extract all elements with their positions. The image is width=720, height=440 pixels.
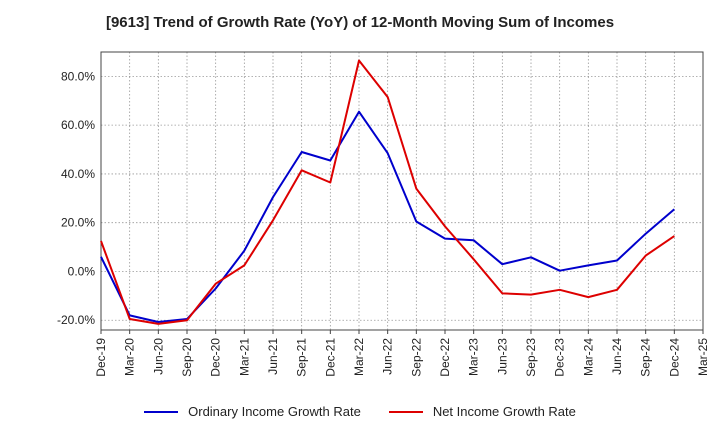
legend-item-net-income: Net Income Growth Rate	[388, 404, 576, 419]
y-tick-label: 20.0%	[61, 216, 95, 230]
legend-label-net-income: Net Income Growth Rate	[432, 404, 576, 419]
y-tick-label: 40.0%	[61, 167, 95, 181]
x-tick-label: Jun-23	[495, 338, 509, 375]
x-tick-label: Sep-21	[295, 338, 309, 377]
x-tick-label: Sep-20	[180, 338, 194, 377]
legend-item-ordinary-income: Ordinary Income Growth Rate	[144, 404, 361, 419]
chart-legend: Ordinary Income Growth Rate Net Income G…	[0, 404, 720, 419]
x-tick-label: Sep-24	[639, 338, 653, 377]
x-tick-label: Mar-23	[467, 338, 481, 376]
x-tick-label: Jun-21	[266, 338, 280, 375]
x-tick-label: Dec-20	[209, 338, 223, 377]
x-tick-label: Sep-22	[409, 338, 423, 377]
y-tick-label: 60.0%	[61, 118, 95, 132]
legend-swatch-net-income	[388, 410, 423, 413]
x-tick-label: Dec-22	[438, 338, 452, 377]
x-tick-label: Mar-25	[696, 338, 710, 376]
x-tick-label: Mar-22	[352, 338, 366, 376]
x-tick-label: Mar-24	[581, 338, 595, 376]
x-tick-label: Mar-21	[237, 338, 251, 376]
x-tick-label: Dec-24	[667, 338, 681, 377]
x-tick-label: Jun-24	[610, 338, 624, 375]
y-tick-label: 0.0%	[68, 264, 96, 278]
x-tick-label: Mar-20	[123, 338, 137, 376]
legend-swatch-ordinary-income	[144, 410, 179, 413]
legend-label-ordinary-income: Ordinary Income Growth Rate	[188, 404, 361, 419]
chart-title: [9613] Trend of Growth Rate (YoY) of 12-…	[105, 14, 615, 31]
x-tick-label: Dec-23	[553, 338, 567, 377]
x-tick-label: Jun-22	[381, 338, 395, 375]
net-income-line	[100, 59, 675, 325]
x-tick-label: Dec-21	[323, 338, 337, 377]
y-tick-label: -20.0%	[57, 313, 95, 327]
y-tick-label: 80.0%	[61, 69, 95, 83]
plot-frame	[100, 51, 704, 331]
x-tick-label: Sep-23	[524, 338, 538, 377]
x-tick-label: Dec-19	[94, 338, 108, 377]
x-tick-label: Jun-20	[151, 338, 165, 375]
